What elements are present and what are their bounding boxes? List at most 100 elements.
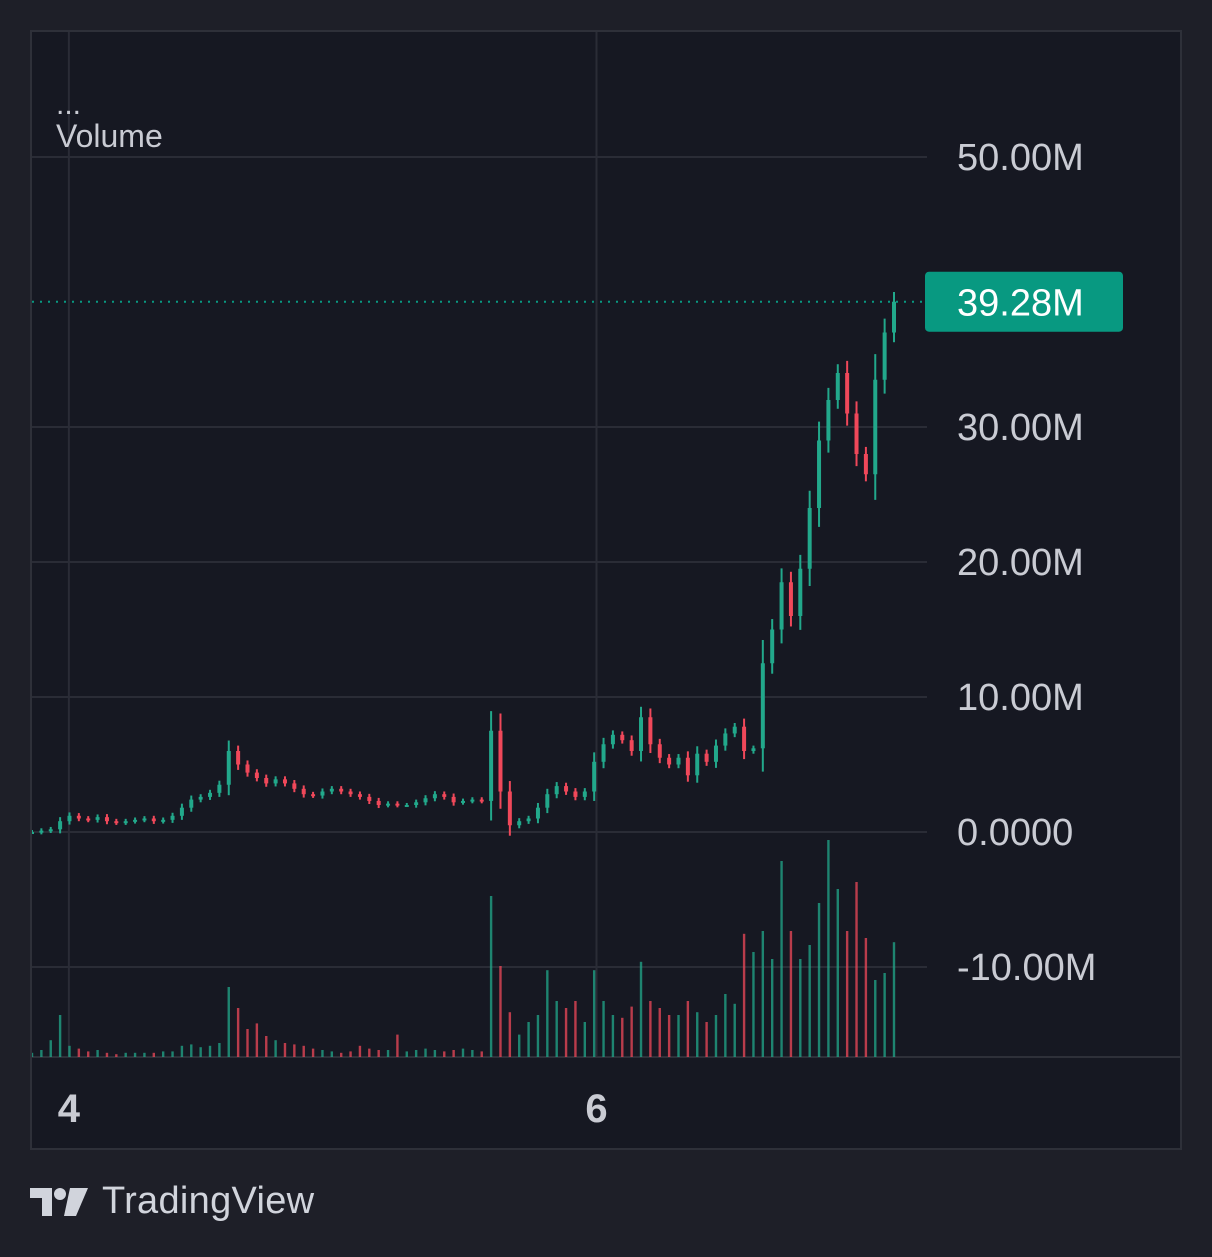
candle-body bbox=[32, 832, 34, 834]
volume-bar bbox=[780, 861, 783, 1057]
volume-bar bbox=[658, 1008, 661, 1057]
candle-body bbox=[517, 821, 522, 826]
volume-bar bbox=[892, 942, 896, 1057]
footer-branding[interactable]: TradingView bbox=[30, 1180, 314, 1223]
y-tick-label: 10.00M bbox=[957, 677, 1084, 719]
volume-bar bbox=[143, 1052, 146, 1057]
volume-bar bbox=[293, 1044, 296, 1057]
volume-bar bbox=[32, 1052, 34, 1057]
candle-body bbox=[404, 805, 409, 807]
candle-body bbox=[835, 373, 840, 400]
candle-body bbox=[732, 726, 737, 734]
candle-body bbox=[58, 821, 63, 830]
candle-body bbox=[470, 799, 475, 802]
candle-body bbox=[545, 794, 550, 808]
candle-body bbox=[779, 582, 784, 630]
volume-bar bbox=[546, 970, 549, 1057]
candle-body bbox=[348, 791, 353, 795]
volume-bar bbox=[705, 1022, 708, 1057]
volume-bar bbox=[752, 952, 755, 1057]
candle-body bbox=[301, 788, 306, 795]
x-tick-label: 6 bbox=[585, 1087, 607, 1131]
volume-bar bbox=[742, 933, 746, 1057]
candle-body bbox=[489, 730, 494, 801]
volume-bar bbox=[358, 1045, 362, 1057]
candle-body bbox=[770, 629, 775, 664]
volume-bar bbox=[96, 1050, 99, 1057]
candle-body bbox=[685, 757, 690, 776]
legend-title: Volume bbox=[56, 118, 163, 154]
candle-body bbox=[198, 796, 203, 800]
candle-body bbox=[414, 802, 419, 805]
volume-chart[interactable]: 50.00M 30.00M 20.00M 10.00M 0.0000 -10.00M 39.… bbox=[32, 32, 1182, 1150]
chart-frame: 50.00M 30.00M 20.00M 10.00M 0.0000 -10.00M 39.… bbox=[30, 30, 1182, 1150]
volume-bar bbox=[414, 1050, 418, 1057]
candle-body bbox=[620, 734, 625, 741]
candle-body bbox=[535, 807, 540, 819]
volume-bar bbox=[105, 1052, 109, 1057]
volume-bar bbox=[133, 1052, 137, 1057]
candle-body bbox=[48, 829, 53, 832]
volume-bar bbox=[518, 1034, 521, 1057]
y-tick-label: 0.0000 bbox=[957, 812, 1073, 854]
volume-bar bbox=[527, 1022, 530, 1057]
candle-body bbox=[554, 786, 559, 795]
candle-body bbox=[704, 753, 709, 762]
legend-more-button[interactable]: ... bbox=[56, 88, 82, 121]
volume-bar bbox=[508, 1012, 512, 1057]
candle-body bbox=[357, 794, 362, 797]
volume-bar bbox=[349, 1051, 352, 1057]
volume-bar bbox=[714, 1015, 718, 1057]
candle-body bbox=[610, 734, 615, 745]
volume-bar bbox=[855, 882, 858, 1057]
candle-body bbox=[395, 803, 400, 806]
candle-body bbox=[667, 757, 672, 765]
volume-bar bbox=[845, 931, 849, 1057]
volume-bar bbox=[583, 1022, 587, 1057]
volume-bar bbox=[208, 1045, 212, 1057]
volume-bar bbox=[471, 1050, 474, 1057]
last-value-tag bbox=[925, 271, 1123, 332]
volume-bar bbox=[283, 1043, 287, 1057]
candle-body bbox=[226, 751, 231, 785]
candle-body bbox=[817, 440, 822, 508]
candle-body bbox=[386, 803, 391, 806]
volume-bar bbox=[40, 1050, 43, 1057]
candle-body bbox=[161, 819, 166, 822]
candle-body bbox=[329, 788, 334, 792]
volume-bar bbox=[639, 961, 643, 1057]
candle-body bbox=[873, 379, 878, 475]
candle-body bbox=[826, 400, 831, 441]
volume-bar bbox=[87, 1051, 90, 1057]
volume-bar bbox=[190, 1044, 193, 1057]
x-tick-label: 4 bbox=[58, 1087, 81, 1131]
candle-body bbox=[573, 791, 578, 797]
volume-bar bbox=[724, 994, 727, 1057]
volume-bar bbox=[667, 1015, 671, 1057]
volume-bar bbox=[255, 1023, 259, 1057]
volume-bar bbox=[265, 1036, 268, 1057]
volume-bar bbox=[836, 889, 839, 1057]
volume-bar bbox=[630, 1006, 633, 1057]
volume-bar bbox=[377, 1050, 380, 1057]
candle-body bbox=[451, 796, 456, 803]
volume-bar bbox=[302, 1045, 305, 1057]
volume-bar bbox=[199, 1047, 202, 1057]
volume-bar bbox=[161, 1051, 165, 1057]
volume-bar bbox=[789, 931, 793, 1057]
y-tick-label: 20.00M bbox=[957, 542, 1084, 584]
candle-body bbox=[892, 301, 896, 333]
candle-body bbox=[657, 744, 662, 758]
volume-bar bbox=[386, 1050, 390, 1057]
volume-bar bbox=[480, 1051, 483, 1057]
volume-bar bbox=[246, 1029, 249, 1057]
candle-body bbox=[854, 413, 859, 454]
candle-body bbox=[104, 817, 109, 822]
volume-bar bbox=[817, 903, 821, 1057]
candle-body bbox=[639, 717, 644, 751]
tradingview-logo-icon bbox=[30, 1187, 88, 1216]
candle-body bbox=[245, 764, 250, 773]
candle-body bbox=[179, 807, 184, 816]
volume-bar bbox=[564, 1008, 568, 1057]
volume-bar bbox=[696, 1012, 699, 1057]
